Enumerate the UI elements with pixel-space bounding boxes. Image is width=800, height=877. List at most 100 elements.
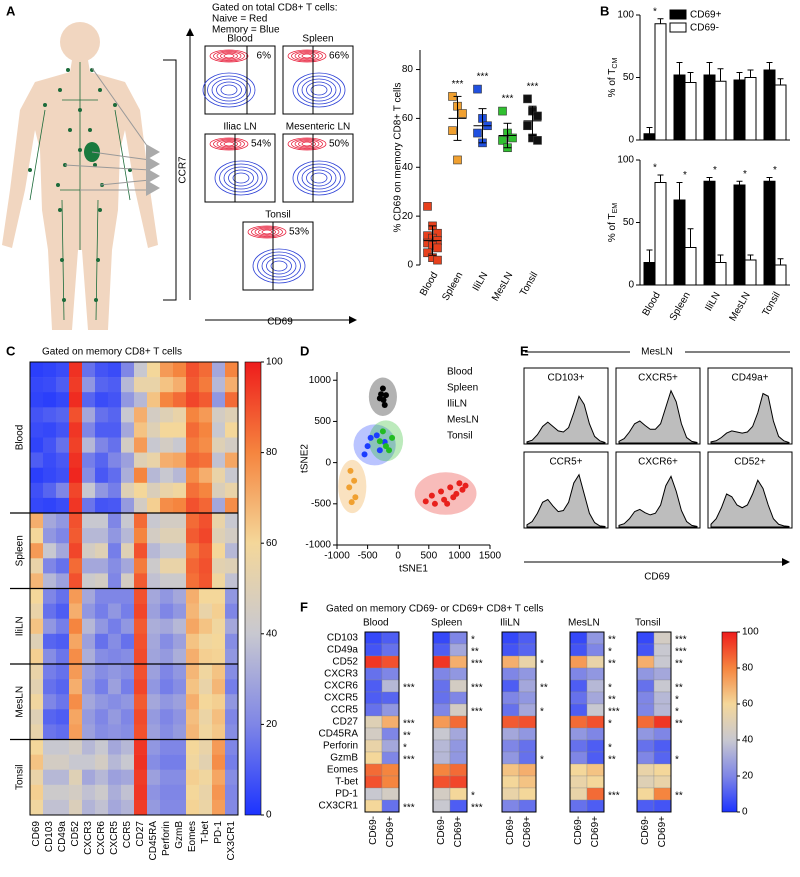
heatmap-cell bbox=[225, 799, 239, 816]
point bbox=[376, 447, 383, 454]
bar bbox=[744, 77, 757, 141]
heatmap-cell bbox=[30, 437, 44, 453]
x-tick-label: IliLN bbox=[703, 290, 723, 313]
significance: * bbox=[653, 163, 657, 174]
heatmap-cell bbox=[173, 558, 187, 574]
density-area bbox=[710, 479, 790, 528]
heatmap-cell bbox=[199, 362, 213, 378]
heatmap-cell bbox=[121, 497, 135, 514]
heatmap-cell bbox=[225, 558, 239, 574]
heatmap-cell bbox=[199, 407, 213, 423]
axis-label: tSNE1 bbox=[399, 564, 428, 575]
heatmap-cell bbox=[653, 655, 672, 669]
heatmap-cell bbox=[69, 588, 83, 604]
x-tick-label: 1000 bbox=[448, 551, 471, 562]
heatmap-cell bbox=[173, 754, 187, 770]
heatmap-cell bbox=[186, 588, 200, 604]
contour bbox=[247, 225, 287, 239]
heatmap-cell bbox=[636, 763, 655, 777]
heatmap-cell bbox=[43, 528, 57, 544]
heatmap-cell bbox=[199, 528, 213, 544]
contour bbox=[216, 51, 242, 61]
heatmap-cell bbox=[225, 769, 239, 786]
heatmap-cell bbox=[225, 739, 239, 755]
heatmap-cell bbox=[636, 715, 655, 729]
heatmap-cell bbox=[173, 513, 187, 529]
axis-label: CD69 bbox=[644, 572, 670, 583]
row-group-label: Spleen bbox=[15, 535, 26, 566]
heatmap-cell bbox=[95, 452, 109, 468]
row-label: CD103 bbox=[327, 633, 359, 644]
heatmap-cell bbox=[147, 724, 161, 740]
colorbar-tick-label: 20 bbox=[266, 719, 278, 730]
heatmap-cell bbox=[212, 709, 226, 725]
heatmap-cell bbox=[108, 467, 122, 484]
contour bbox=[258, 228, 276, 236]
heatmap-cell bbox=[225, 407, 239, 423]
heatmap-cell bbox=[95, 603, 109, 619]
heatmap-cell bbox=[381, 667, 400, 681]
heatmap-cell bbox=[69, 437, 83, 453]
significance: ** bbox=[403, 731, 411, 742]
heatmap-cell bbox=[56, 513, 70, 529]
heatmap-cell bbox=[186, 437, 200, 453]
heatmap-cell bbox=[108, 618, 122, 635]
heatmap-cell bbox=[199, 769, 213, 786]
heatmap-cell bbox=[518, 703, 537, 717]
heatmap-cell bbox=[95, 558, 109, 574]
heatmap-cell bbox=[186, 573, 200, 589]
heatmap-cell bbox=[56, 618, 70, 635]
heatmap-cell bbox=[225, 694, 239, 710]
heatmap-cell bbox=[30, 694, 44, 710]
heatmap-cell bbox=[199, 618, 213, 635]
bar bbox=[684, 82, 697, 141]
column-label: Perforin bbox=[161, 821, 172, 856]
heatmap-cell bbox=[449, 751, 468, 765]
heatmap-cell bbox=[518, 691, 537, 705]
legend-label: IliLN bbox=[447, 399, 467, 410]
heatmap-cell bbox=[653, 679, 672, 693]
heatmap-cell bbox=[56, 633, 70, 650]
point bbox=[346, 484, 353, 491]
legend-label: CD69- bbox=[690, 23, 719, 34]
x-tick-label: Blood bbox=[641, 290, 663, 318]
heatmap-cell bbox=[199, 588, 213, 604]
column-label: CD69+ bbox=[522, 816, 533, 848]
heatmap-cell bbox=[501, 667, 520, 681]
point bbox=[381, 401, 388, 408]
heatmap-cell bbox=[95, 407, 109, 423]
heatmap-cell bbox=[212, 618, 226, 635]
heatmap-cell bbox=[43, 709, 57, 725]
heatmap-cell bbox=[56, 422, 70, 438]
heatmap-cell bbox=[381, 643, 400, 657]
heatmap-cell bbox=[82, 482, 96, 499]
heatmap-cell bbox=[147, 497, 161, 514]
heatmap-cell bbox=[173, 694, 187, 710]
heatmap-cell bbox=[186, 377, 200, 393]
heatmap-cell bbox=[160, 558, 174, 574]
heatmap-cell bbox=[199, 497, 213, 514]
significance: ** bbox=[675, 683, 683, 694]
heatmap-cell bbox=[108, 392, 122, 408]
significance: ** bbox=[675, 791, 683, 802]
heatmap-cell bbox=[225, 467, 239, 484]
heatmap-cell bbox=[82, 694, 96, 710]
point bbox=[523, 121, 532, 131]
heatmap-cell bbox=[381, 787, 400, 801]
group-label: Spleen bbox=[431, 618, 462, 629]
point bbox=[367, 434, 374, 441]
heatmap-cell bbox=[173, 528, 187, 544]
heatmap-cell bbox=[95, 633, 109, 650]
heatmap-cell bbox=[134, 648, 148, 665]
heatmap-frame bbox=[432, 631, 468, 813]
column-label: CXCR5 bbox=[109, 821, 120, 855]
heatmap-cell bbox=[69, 739, 83, 755]
point bbox=[453, 490, 460, 497]
heatmap-cell bbox=[134, 437, 148, 453]
heatmap-cell bbox=[30, 573, 44, 589]
contour bbox=[223, 141, 235, 147]
heatmap-cell bbox=[199, 724, 213, 740]
row-label: T-bet bbox=[335, 777, 358, 788]
heatmap-cell bbox=[30, 679, 44, 695]
